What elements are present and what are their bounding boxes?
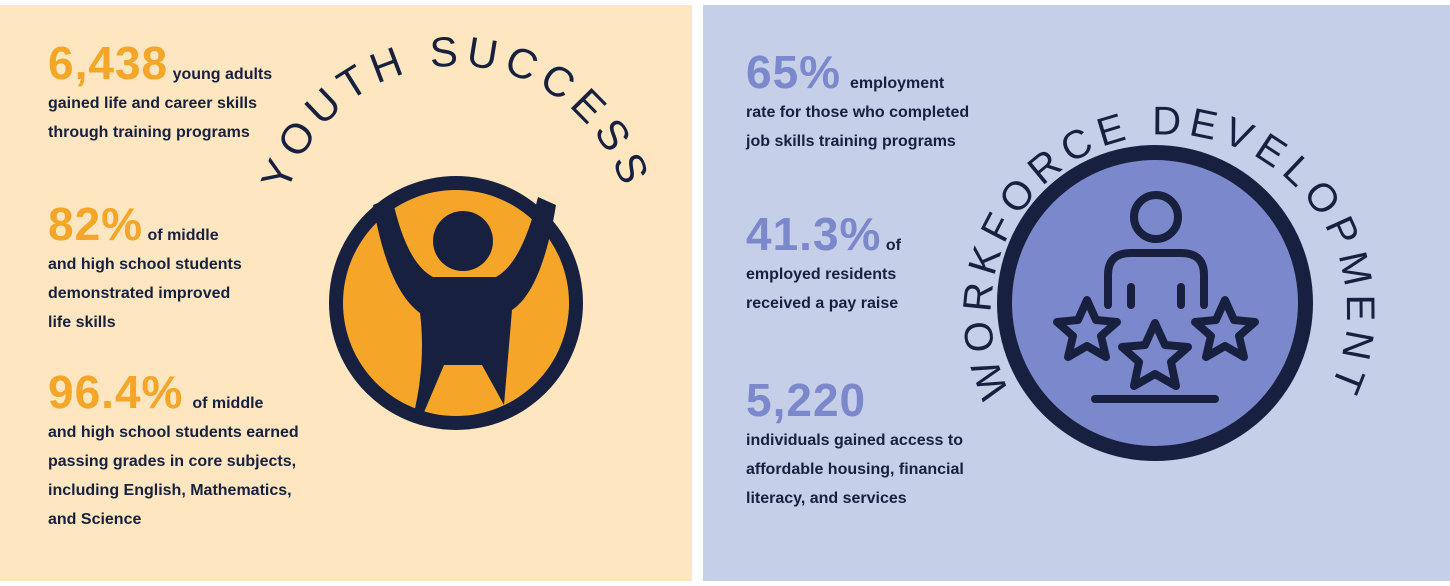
person-arms-raised-icon (373, 197, 556, 417)
stat-pay-raise: 41.3% of employed residents received a p… (746, 211, 901, 318)
stat-suffix: of middle (192, 395, 264, 412)
youth-success-panel: 6,438 young adults gained life and caree… (0, 5, 692, 581)
stat-young-adults: 6,438 young adults gained life and caree… (48, 40, 272, 147)
stat-description: gained life and career skills through tr… (48, 95, 257, 141)
stat-passing-grades: 96.4% of middle and high school students… (48, 369, 299, 534)
stat-value: 82% (48, 198, 144, 250)
stat-description: rate for those who completed job skills … (746, 104, 970, 150)
workforce-emblem: WORKFORCE DEVELOPMENT (955, 99, 1375, 461)
stat-description: employed residents received a pay raise (746, 266, 899, 312)
stat-employment-rate: 65% employment rate for those who comple… (746, 49, 969, 156)
stat-suffix: young adults (172, 66, 273, 83)
emblem-fill (1012, 160, 1298, 446)
youth-emblem: YOUTH SUCCESS (251, 27, 660, 430)
stat-value: 5,220 (746, 374, 867, 426)
stat-life-skills: 82% of middle and high school students d… (48, 201, 242, 337)
stat-value: 65% (746, 46, 842, 98)
stat-description: individuals gained access to affordable … (746, 432, 964, 507)
stat-value: 41.3% (746, 208, 882, 260)
stat-suffix: of middle (147, 227, 219, 244)
person-with-stars-icon (1053, 191, 1259, 403)
stat-description: and high school students earned passing … (48, 424, 299, 528)
stat-description: and high school students demonstrated im… (48, 256, 242, 331)
stat-suffix: of (885, 237, 901, 254)
stat-value: 96.4% (48, 366, 184, 418)
stat-value: 6,438 (48, 37, 169, 89)
stat-suffix: employment (849, 75, 945, 92)
workforce-development-panel: 65% employment rate for those who comple… (703, 5, 1450, 581)
stat-housing-access: 5,220 individuals gained access to affor… (746, 377, 964, 513)
youth-success-title: YOUTH SUCCESS (251, 27, 660, 196)
